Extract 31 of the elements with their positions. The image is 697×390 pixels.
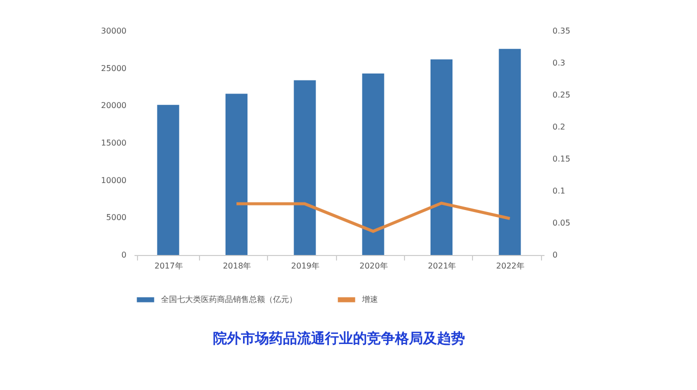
y2-tick-label: 0.05 — [552, 218, 570, 228]
x-tick-label: 2021年 — [428, 262, 456, 270]
y-tick-label: 20000 — [101, 101, 126, 110]
y-tick-label: 15000 — [101, 138, 126, 148]
bar — [157, 104, 180, 255]
x-tick-label: 2018年 — [222, 262, 252, 270]
x-tick-label: 2020年 — [359, 262, 388, 270]
y-tick-label: 25000 — [101, 64, 126, 73]
y-tick-label: 30000 — [101, 26, 126, 36]
y2-tick-label: 0.25 — [552, 90, 570, 100]
text: 院外市场药品流通行业的竞争格局及趋势 — [213, 330, 465, 347]
y2-tick-label: 0.15 — [552, 154, 570, 164]
line-series — [235, 202, 512, 233]
bar — [498, 48, 521, 255]
y-tick-label: 5000 — [106, 213, 126, 222]
legend-label: 全国七大类医药商品销售总额（亿元） — [161, 294, 297, 304]
y2-tick-label: 0 — [552, 250, 558, 260]
legend-label: 增速 — [361, 294, 378, 304]
y2-tick-label: 0.1 — [552, 186, 566, 196]
x-tick-label: 2019年 — [291, 262, 320, 270]
bar — [226, 94, 248, 255]
bar — [294, 80, 316, 255]
x-tick-label: 2017年 — [154, 262, 183, 270]
bar — [362, 74, 384, 255]
y-tick-label: 10000 — [101, 176, 126, 185]
y2-tick-label: 0.3 — [552, 58, 566, 68]
y2-tick-label: 0.2 — [552, 122, 566, 132]
y2-tick-label: 0.35 — [552, 26, 570, 36]
bar — [430, 59, 452, 255]
y-tick-label: 0 — [121, 250, 126, 260]
x-tick-label: 2022年 — [496, 262, 525, 270]
